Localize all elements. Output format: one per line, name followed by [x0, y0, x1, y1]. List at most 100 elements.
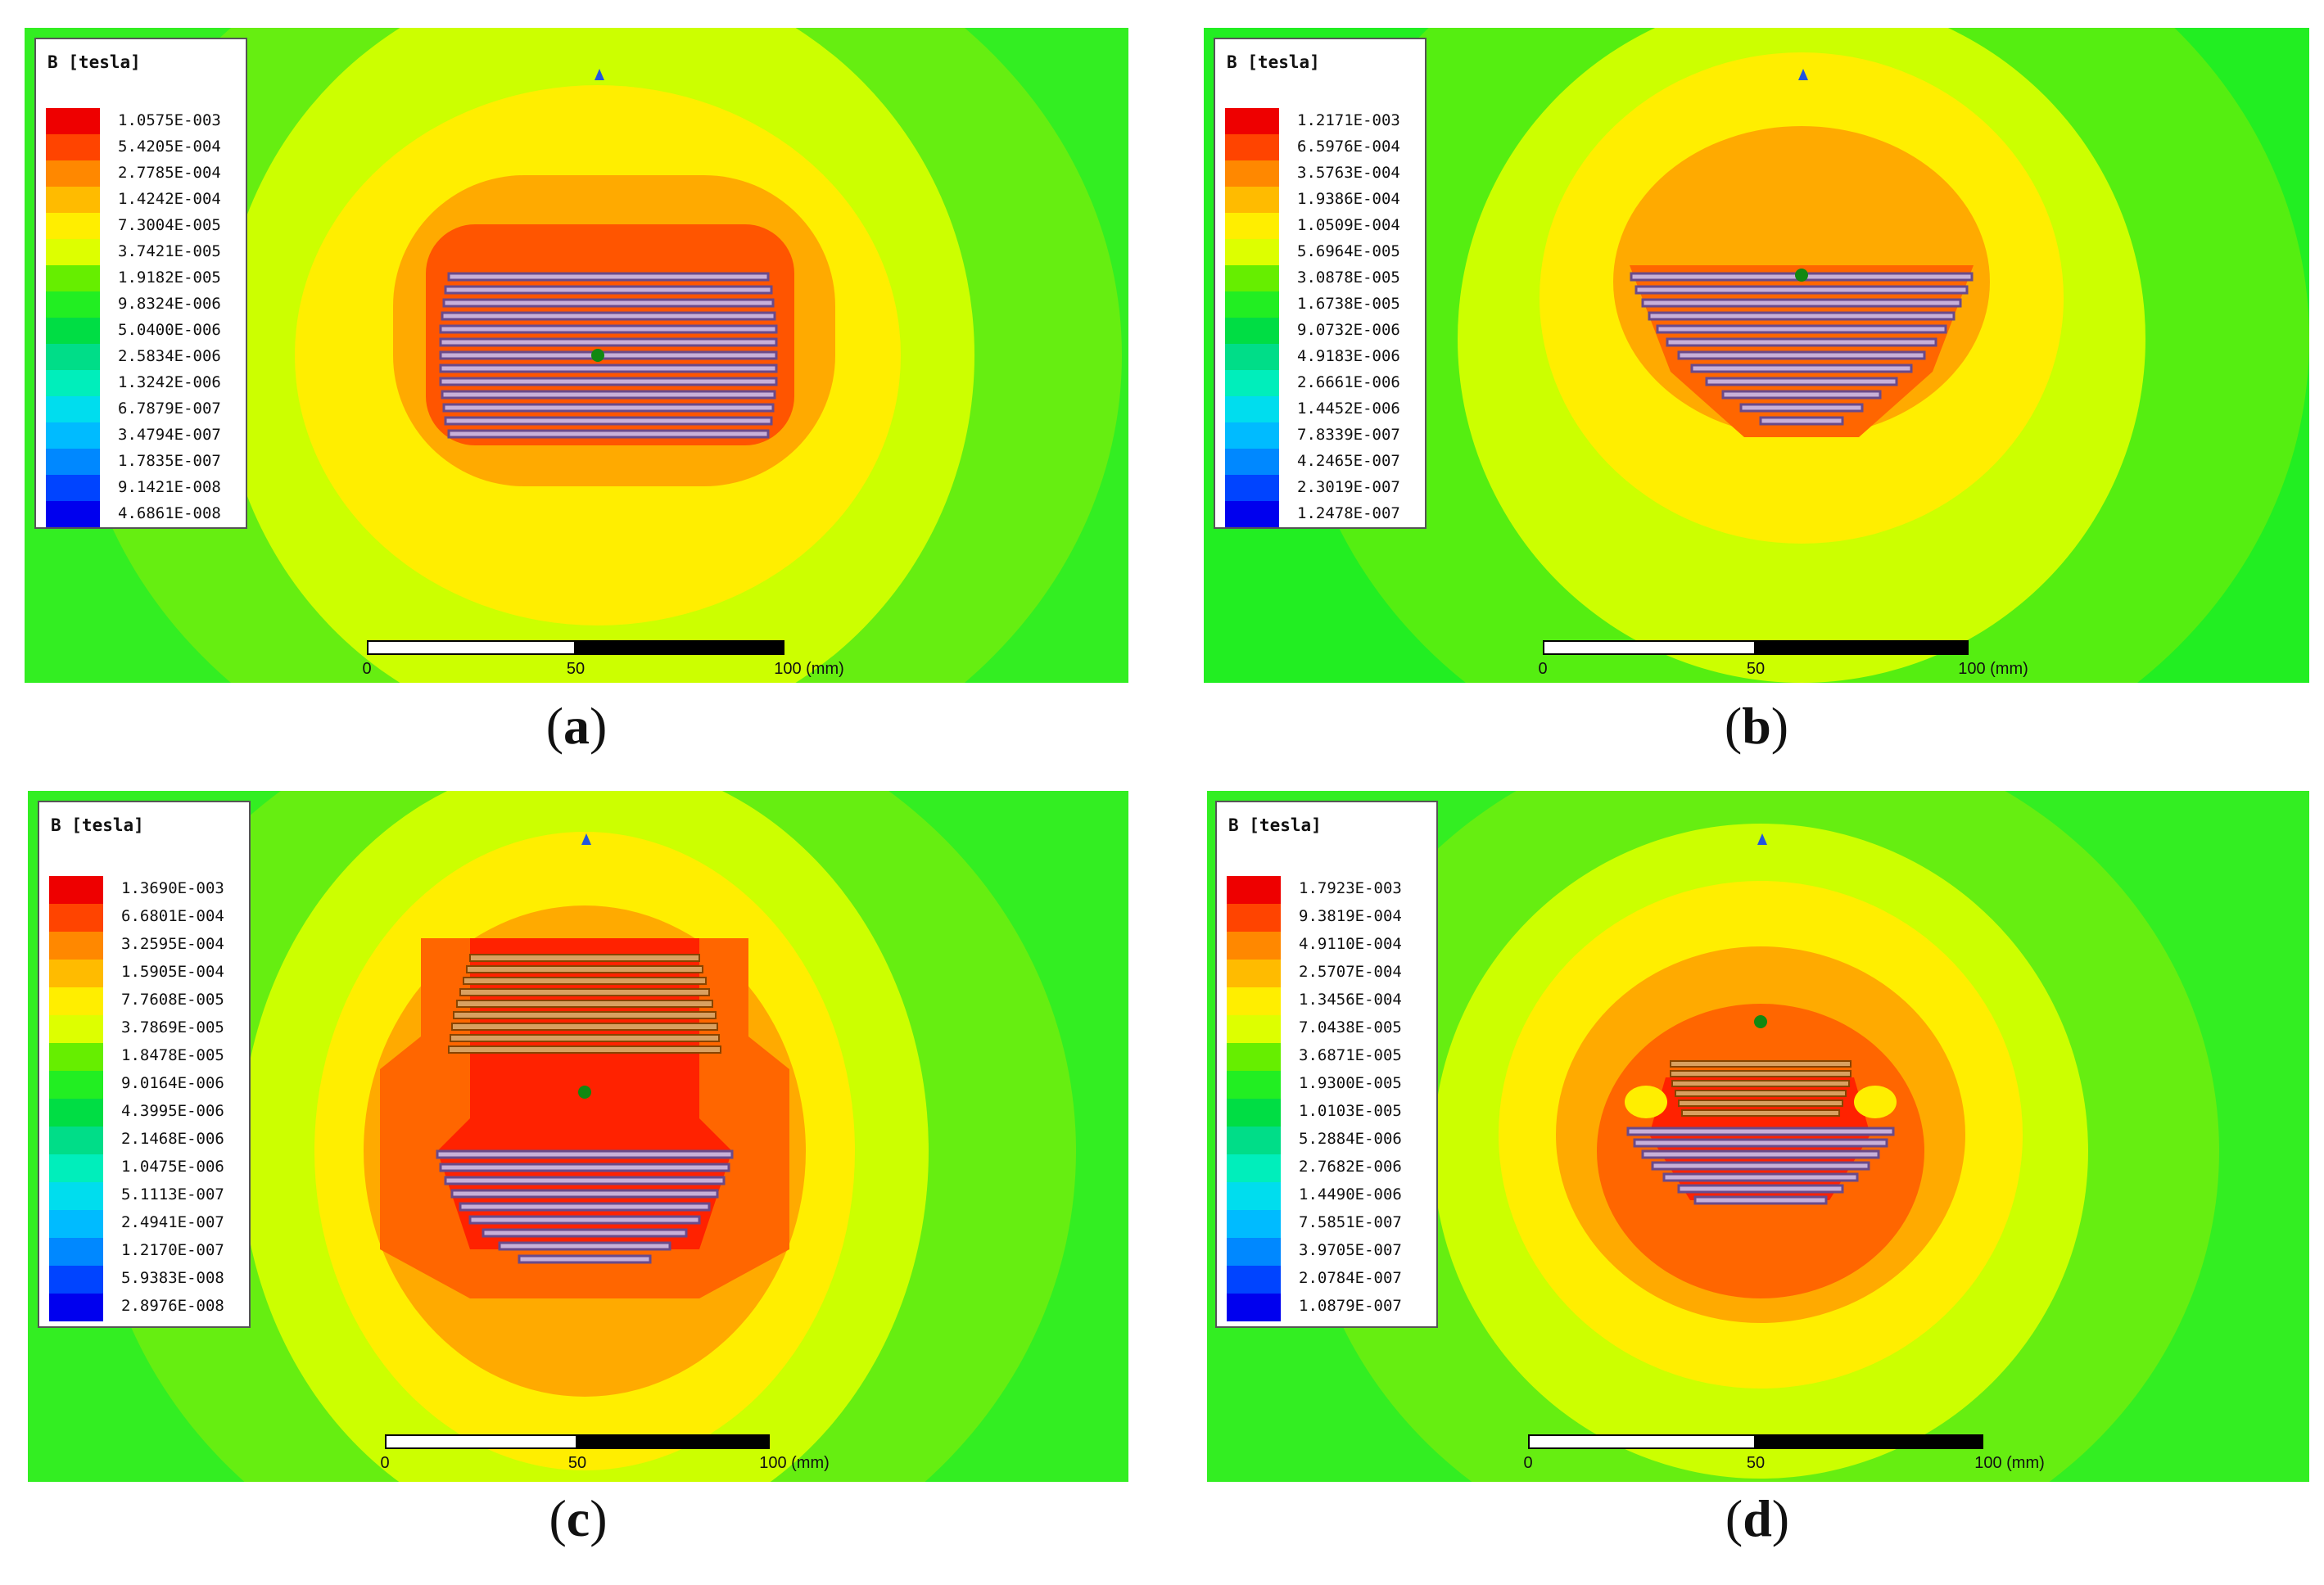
- legend-value: 7.3004E-005: [118, 216, 221, 234]
- legend-swatch: [1227, 1266, 1281, 1294]
- legend-row: 1.4242E-004: [46, 187, 251, 213]
- legend-row: 2.1468E-006: [49, 1127, 254, 1154]
- field-plot-b: [1204, 28, 2309, 683]
- legend-swatch: [1227, 1294, 1281, 1321]
- legend-row: 3.2595E-004: [49, 932, 254, 960]
- legend-row: 2.5834E-006: [46, 344, 251, 370]
- legend-value: 1.5905E-004: [121, 963, 224, 981]
- scale-tick-50: 50: [566, 660, 586, 678]
- legend-row: 6.6801E-004: [49, 904, 254, 932]
- legend-row: 1.2170E-007: [49, 1238, 254, 1266]
- legend-row: 9.1421E-008: [46, 475, 251, 501]
- legend-value: 2.5834E-006: [118, 347, 221, 365]
- legend-swatch: [1225, 370, 1279, 396]
- scalebar-a: 0 50 100 (mm): [362, 640, 844, 678]
- legend-swatch: [1227, 1210, 1281, 1238]
- legend-swatch: [49, 1015, 103, 1043]
- legend-value: 9.3819E-004: [1299, 907, 1402, 925]
- panel-b: B [tesla] 1.2171E-003 6.5976E-004 3.5763E-…: [1204, 28, 2309, 683]
- scalebar-b: 0 50 100 (mm): [1538, 640, 2028, 678]
- scalebar-c: 0 50 100 (mm): [380, 1434, 830, 1472]
- legend-row: 1.3242E-006: [46, 370, 251, 396]
- legend-value: 3.0878E-005: [1297, 269, 1400, 287]
- legend-swatch: [49, 1071, 103, 1099]
- coil-d-upper: [1670, 1060, 1852, 1117]
- legend-value: 9.8324E-006: [118, 295, 221, 313]
- legend-value: 1.0509E-004: [1297, 216, 1400, 234]
- legend-row: 4.9110E-004: [1227, 932, 1431, 960]
- legend-row: 1.8478E-005: [49, 1043, 254, 1071]
- legend-value: 1.0475E-006: [121, 1158, 224, 1176]
- legend-swatch: [46, 344, 100, 370]
- legend-swatch: [1227, 1127, 1281, 1154]
- legend-row: 2.5707E-004: [1227, 960, 1431, 987]
- panel-d: B [tesla] 1.7923E-003 9.3819E-004 4.9110E-…: [1207, 791, 2309, 1482]
- legend-row: 9.8324E-006: [46, 291, 251, 318]
- legend-swatch: [46, 239, 100, 265]
- legend-value: 1.9386E-004: [1297, 190, 1400, 208]
- legend-row: 2.6661E-006: [1225, 370, 1430, 396]
- legend-value: 3.2595E-004: [121, 935, 224, 953]
- legend-value: 2.8976E-008: [121, 1297, 224, 1315]
- legend-row: 6.7879E-007: [46, 396, 251, 422]
- legend-value: 3.6871E-005: [1299, 1046, 1402, 1064]
- legend-row: 5.6964E-005: [1225, 239, 1430, 265]
- legend-row: 5.4205E-004: [46, 134, 251, 160]
- legend-value: 6.7879E-007: [118, 400, 221, 418]
- legend-row: 7.0438E-005: [1227, 1015, 1431, 1043]
- legend-value: 2.5707E-004: [1299, 963, 1402, 981]
- legend-row: 1.6738E-005: [1225, 291, 1430, 318]
- legend-value: 1.4452E-006: [1297, 400, 1400, 418]
- legend-row: 3.0878E-005: [1225, 265, 1430, 291]
- legend-value: 1.0575E-003: [118, 111, 221, 129]
- legend-value: 4.3995E-006: [121, 1102, 224, 1120]
- legend-swatch: [1225, 213, 1279, 239]
- legend-swatch: [46, 213, 100, 239]
- legend-value: 1.2171E-003: [1297, 111, 1400, 129]
- panel-c: B [tesla] 1.3690E-003 6.6801E-004 3.2595E-…: [28, 791, 1128, 1482]
- legend-row: 3.7421E-005: [46, 239, 251, 265]
- legend-swatch: [46, 134, 100, 160]
- legend-swatch: [46, 187, 100, 213]
- legend-row: 3.9705E-007: [1227, 1238, 1431, 1266]
- legend-swatch: [1227, 904, 1281, 932]
- legend-value: 1.2478E-007: [1297, 504, 1400, 522]
- legend-value: 1.3690E-003: [121, 879, 224, 897]
- legend-row: 1.4490E-006: [1227, 1182, 1431, 1210]
- legend-value: 2.4941E-007: [121, 1213, 224, 1231]
- legend-value: 5.0400E-006: [118, 321, 221, 339]
- coil-d-lower: [1626, 1127, 1895, 1205]
- legend-swatch: [1225, 187, 1279, 213]
- legend-row: 1.3690E-003: [49, 876, 254, 904]
- legend-row: 1.9300E-005: [1227, 1071, 1431, 1099]
- legend-row: 1.0475E-006: [49, 1154, 254, 1182]
- legend-swatch: [1225, 475, 1279, 501]
- legend-swatch: [49, 1127, 103, 1154]
- legend-value: 7.7608E-005: [121, 991, 224, 1009]
- legend-c: B [tesla] 1.3690E-003 6.6801E-004 3.2595E-…: [38, 801, 251, 1328]
- legend-swatch: [49, 1294, 103, 1321]
- scale-tick-0: 0: [362, 660, 372, 678]
- legend-value: 2.7785E-004: [118, 164, 221, 182]
- legend-row: 1.5905E-004: [49, 960, 254, 987]
- legend-value: 1.7923E-003: [1299, 879, 1402, 897]
- legend-row: 1.2478E-007: [1225, 501, 1430, 527]
- legend-row: 3.5763E-004: [1225, 160, 1430, 187]
- legend-value: 7.8339E-007: [1297, 426, 1400, 444]
- legend-value: 9.0164E-006: [121, 1074, 224, 1092]
- legend-row: 7.5851E-007: [1227, 1210, 1431, 1238]
- legend-swatch: [1227, 1071, 1281, 1099]
- panel-a: B [tesla] 1.0575E-003 5.4205E-004 2.7785E-…: [25, 28, 1128, 683]
- legend-swatch: [49, 1266, 103, 1294]
- legend-value: 3.7421E-005: [118, 242, 221, 260]
- coil-c-upper: [448, 954, 721, 1054]
- legend-value: 1.3242E-006: [118, 373, 221, 391]
- caption-b: (b): [1724, 697, 1789, 755]
- legend-title: B [tesla]: [47, 52, 141, 72]
- legend-swatch: [1225, 265, 1279, 291]
- legend-value: 2.3019E-007: [1297, 478, 1400, 496]
- legend-row: 1.7835E-007: [46, 449, 251, 475]
- legend-swatch: [46, 449, 100, 475]
- legend-row: 7.7608E-005: [49, 987, 254, 1015]
- legend-swatch: [49, 987, 103, 1015]
